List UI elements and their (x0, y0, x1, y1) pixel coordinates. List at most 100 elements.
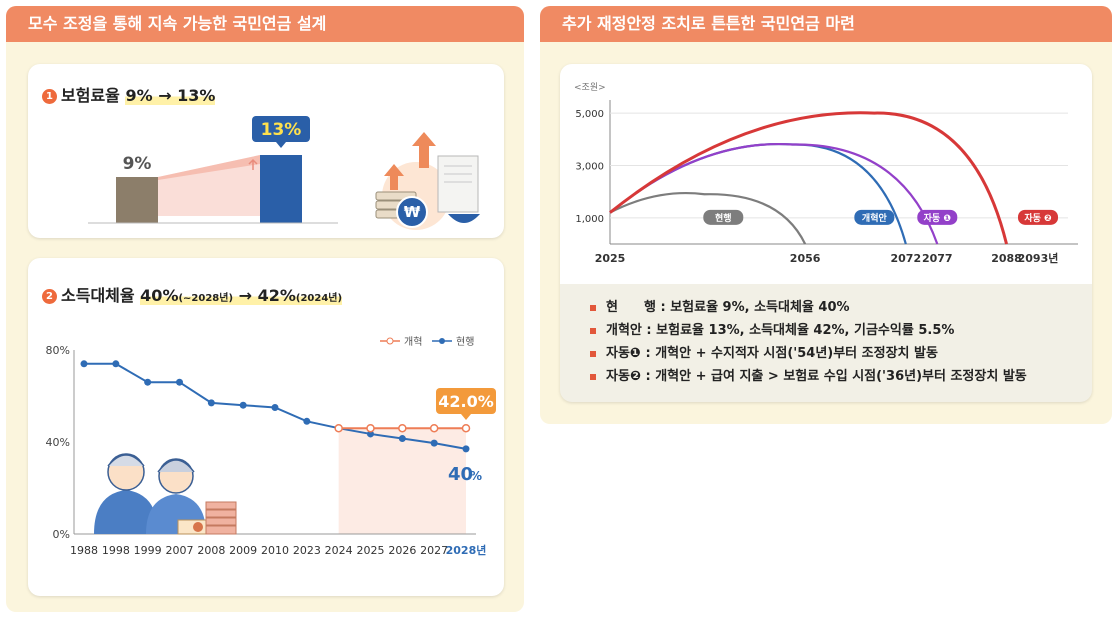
legend-row: 자동❶ : 개혁안 + 수지적자 시점('54년)부터 조정장치 발동 (590, 342, 1027, 365)
y-axis-unit: <조원> (574, 82, 606, 93)
callout-13-pointer (276, 142, 286, 148)
x-tick-label: 1988 (70, 544, 98, 557)
x-tick-label: 2025 (357, 544, 385, 557)
elderly-couple-illustration (94, 453, 237, 535)
replacement-rate-chart: 80% 40% 0%1988 1998 1999 2007 2008 2009 2010 2023… (46, 336, 496, 557)
section1-title-prefix: 보험료율 (61, 86, 126, 105)
section2-arrow: → (233, 286, 258, 305)
bar-13pct (260, 155, 302, 223)
series-tag (1018, 209, 1058, 225)
increase-wedge (158, 155, 260, 216)
current-point (271, 404, 279, 411)
legend-current-marker (439, 338, 445, 344)
reform-point (334, 423, 343, 433)
section2-title-highlight: 40%(~2028년) → 42%(2024년) (140, 286, 343, 305)
current-point (303, 417, 311, 425)
increase-wedge-top (158, 155, 260, 180)
x-tick-label: 1998 (102, 544, 130, 557)
series-tag-label: 개혁안 (862, 212, 888, 224)
bar-9pct (116, 177, 158, 223)
up-arrow-icon (248, 158, 258, 170)
x-tick-label: 2007 (166, 544, 194, 557)
current-point (144, 378, 152, 386)
x-tick-label: 2024 (325, 544, 353, 557)
section1-title: 1 보험료율 9% → 13% (42, 82, 216, 106)
legend-reform-label: 개혁 (404, 336, 422, 348)
bullet-icon (590, 327, 596, 334)
legend-desc: 개혁안 + 급여 지출 > 보험료 수입 시점('36년)부터 조정장치 발동 (655, 369, 1027, 384)
legend-key: 현 행 (606, 300, 656, 315)
bullet-icon (590, 304, 596, 311)
y-tick-label: 40% (46, 436, 70, 449)
callout-13-box (252, 116, 310, 142)
callout-reform-box (436, 388, 496, 414)
y-tick-label: 3,000 (575, 161, 604, 172)
section2-title-prefix: 소득대체율 (61, 286, 141, 305)
reform-point (366, 423, 375, 433)
section2-note-from: (~2028년) (178, 293, 234, 304)
x-tick-label: 2072 (891, 252, 922, 265)
arrow-up-icon-2 (412, 132, 436, 168)
legend-key: 자동❶ (606, 346, 641, 361)
replacement-rate-card: 2 소득대체율 40%(~2028년) → 42%(2024년) 80% 40% 0%… (28, 258, 504, 596)
current-point (430, 439, 438, 447)
fund-series-3 (609, 111, 1008, 245)
fund-series-0 (609, 191, 807, 245)
series-tag (854, 209, 895, 225)
x-tick-label: 2088 (991, 252, 1022, 265)
y-tick-label: 1,000 (575, 214, 604, 225)
x-tick-label: 2025 (595, 252, 626, 265)
fund-chart-area (560, 64, 1092, 284)
legend-reform-marker (386, 337, 394, 345)
series-tag (917, 209, 958, 225)
label-13pct: 13% (261, 120, 302, 140)
arrow-up-icon-1 (384, 164, 404, 190)
x-tick-label: 2028년 (446, 543, 487, 557)
section2-value-from: 40% (140, 286, 179, 305)
legend-current-label: 현행 (456, 336, 474, 348)
fund-projection-chart: <조원> 5,000 3,000 1,000 2025 2056 2072 2077 20882… (574, 82, 1078, 265)
section1-title-highlight: 9% → 13% (125, 86, 216, 105)
bowl-icon (448, 214, 480, 223)
x-tick-label: 2010 (261, 544, 289, 557)
y-tick-label: 0% (53, 528, 70, 541)
x-tick-label: 1999 (134, 544, 162, 557)
current-point (239, 401, 247, 409)
series-tag (703, 209, 744, 225)
callout-reform-value: 42.0% (438, 392, 494, 411)
contribution-bars: ₩ 9% 13% (88, 116, 480, 230)
won-coin-icon (396, 196, 428, 228)
series-tag-label: 현행 (715, 212, 732, 224)
x-tick-label: 2056 (790, 252, 821, 265)
document-icon (437, 155, 479, 213)
legend-desc: 개혁안 + 수지적자 시점('54년)부터 조정장치 발동 (655, 346, 938, 361)
label-9pct: 9% (123, 154, 152, 174)
reform-point (429, 423, 439, 433)
section2-title: 2 소득대체율 40%(~2028년) → 42%(2024년) (42, 282, 343, 306)
callout-current-unit: % (470, 469, 482, 483)
section1-badge: 1 (42, 89, 57, 104)
callout-reform-pointer (461, 414, 471, 420)
bullet-icon (590, 350, 596, 357)
left-panel: 모수 조정을 통해 지속 가능한 국민연금 설계 1 보험료율 9% → 13% (6, 6, 524, 612)
bullet-icon (590, 373, 596, 380)
right-panel-header: 추가 재정안정 조치로 튼튼한 국민연금 마련 (540, 6, 1112, 42)
legend-row: 현 행 : 보험료율 9%, 소득대체율 40% (590, 296, 1027, 319)
section2-note-to: (2024년) (295, 293, 343, 304)
x-tick-label: 2077 (922, 252, 953, 265)
section2-badge: 2 (42, 289, 57, 304)
x-tick-label: 2008 (197, 544, 225, 557)
x-tick-label: 2027 (420, 544, 448, 557)
current-point (176, 378, 183, 386)
fund-series-2 (609, 142, 939, 245)
series-tag-label: 자동 ❷ (1024, 212, 1051, 224)
legend-row: 개혁안 : 보험료율 13%, 소득대체율 42%, 기금수익률 5.5% (590, 319, 1027, 342)
legend-desc: 보험료율 9%, 소득대체율 40% (670, 300, 850, 315)
reform-point (461, 423, 471, 433)
left-panel-header: 모수 조정을 통해 지속 가능한 국민연금 설계 (6, 6, 524, 42)
reform-point (398, 423, 407, 433)
y-tick-label: 80% (46, 344, 70, 357)
legend-key: 개혁안 (606, 323, 642, 338)
contribution-rate-card: 1 보험료율 9% → 13% (28, 64, 504, 238)
current-point (367, 430, 374, 438)
